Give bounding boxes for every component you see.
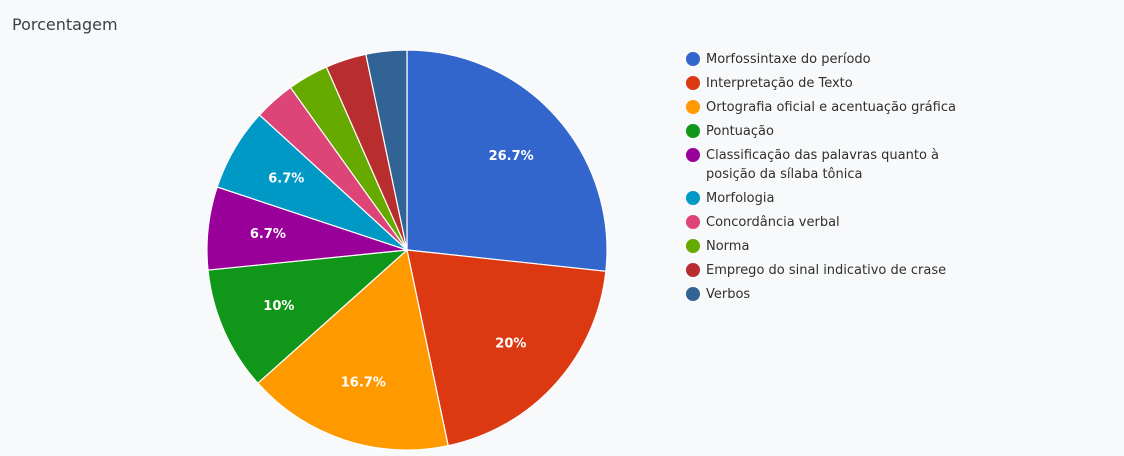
legend-swatch <box>686 215 700 229</box>
legend-label: Morfossintaxe do período <box>706 52 871 67</box>
legend-item-pontuacao[interactable]: Pontuação <box>686 122 956 141</box>
pie-slice-pontuacao[interactable] <box>207 249 409 385</box>
legend-label: Pontuação <box>706 124 774 139</box>
pie-slice-label: 6.7% <box>268 172 304 187</box>
pie-slice-label: 10% <box>263 299 294 314</box>
legend-swatch <box>686 263 700 277</box>
legend-label: Norma <box>706 239 750 254</box>
legend-label: Morfologia <box>706 191 775 206</box>
pie-slice-label: 20% <box>495 336 526 351</box>
legend-item-verbos[interactable]: Verbos <box>686 285 956 304</box>
pie-slice-interpretacao-de-texto[interactable] <box>406 249 607 447</box>
legend-item-morfologia[interactable]: Morfologia <box>686 189 956 208</box>
legend-item-interpretacao-de-texto[interactable]: Interpretação de Texto <box>686 74 956 93</box>
pie-slice-label: 6.7% <box>250 227 286 242</box>
legend-label: Emprego do sinal indicativo de crase <box>706 263 947 278</box>
legend-label: Concordância verbal <box>706 215 840 230</box>
legend-label: Classificação das palavras quanto à posi… <box>706 148 939 182</box>
legend-label: Interpretação de Texto <box>706 76 853 91</box>
legend-item-classificacao-das-palavras-quanto-a-posicao-da-silaba-tonica[interactable]: Classificação das palavras quanto à posi… <box>686 146 956 184</box>
pie-slice-label: 26.7% <box>489 149 534 164</box>
legend-label: Ortografia oficial e acentuação gráfica <box>706 100 956 115</box>
legend-swatch <box>686 52 700 66</box>
legend-item-norma[interactable]: Norma <box>686 237 956 256</box>
pie-slice-labels: 26.7% 20% 16.7% 10% 6.7% 6.7% <box>250 149 534 391</box>
legend-swatch <box>686 148 700 162</box>
legend-swatch <box>686 124 700 138</box>
chart-title: Porcentagem <box>12 15 118 34</box>
pie-slice-label: 16.7% <box>341 376 386 391</box>
legend-item-emprego-do-sinal-indicativo-de-crase[interactable]: Emprego do sinal indicativo de crase <box>686 261 956 280</box>
legend-item-concordancia-verbal[interactable]: Concordância verbal <box>686 213 956 232</box>
chart-legend: Morfossintaxe do período Interpretação de… <box>686 50 956 309</box>
legend-swatch <box>686 239 700 253</box>
legend-swatch <box>686 100 700 114</box>
legend-swatch <box>686 191 700 205</box>
pie-slices <box>206 49 608 451</box>
legend-swatch <box>686 76 700 90</box>
legend-item-morfossintaxe-do-periodo[interactable]: Morfossintaxe do período <box>686 50 956 69</box>
legend-item-ortografia-oficial-e-acentuacao-grafica[interactable]: Ortografia oficial e acentuação gráfica <box>686 98 956 117</box>
pie-slice-morfossintaxe-do-periodo[interactable] <box>406 49 608 272</box>
pie-slice-ortografia-oficial-e-acentuacao-grafica[interactable] <box>256 248 449 451</box>
legend-swatch <box>686 287 700 301</box>
legend-label: Verbos <box>706 287 751 302</box>
pie-slice-verbos[interactable] <box>365 49 408 251</box>
